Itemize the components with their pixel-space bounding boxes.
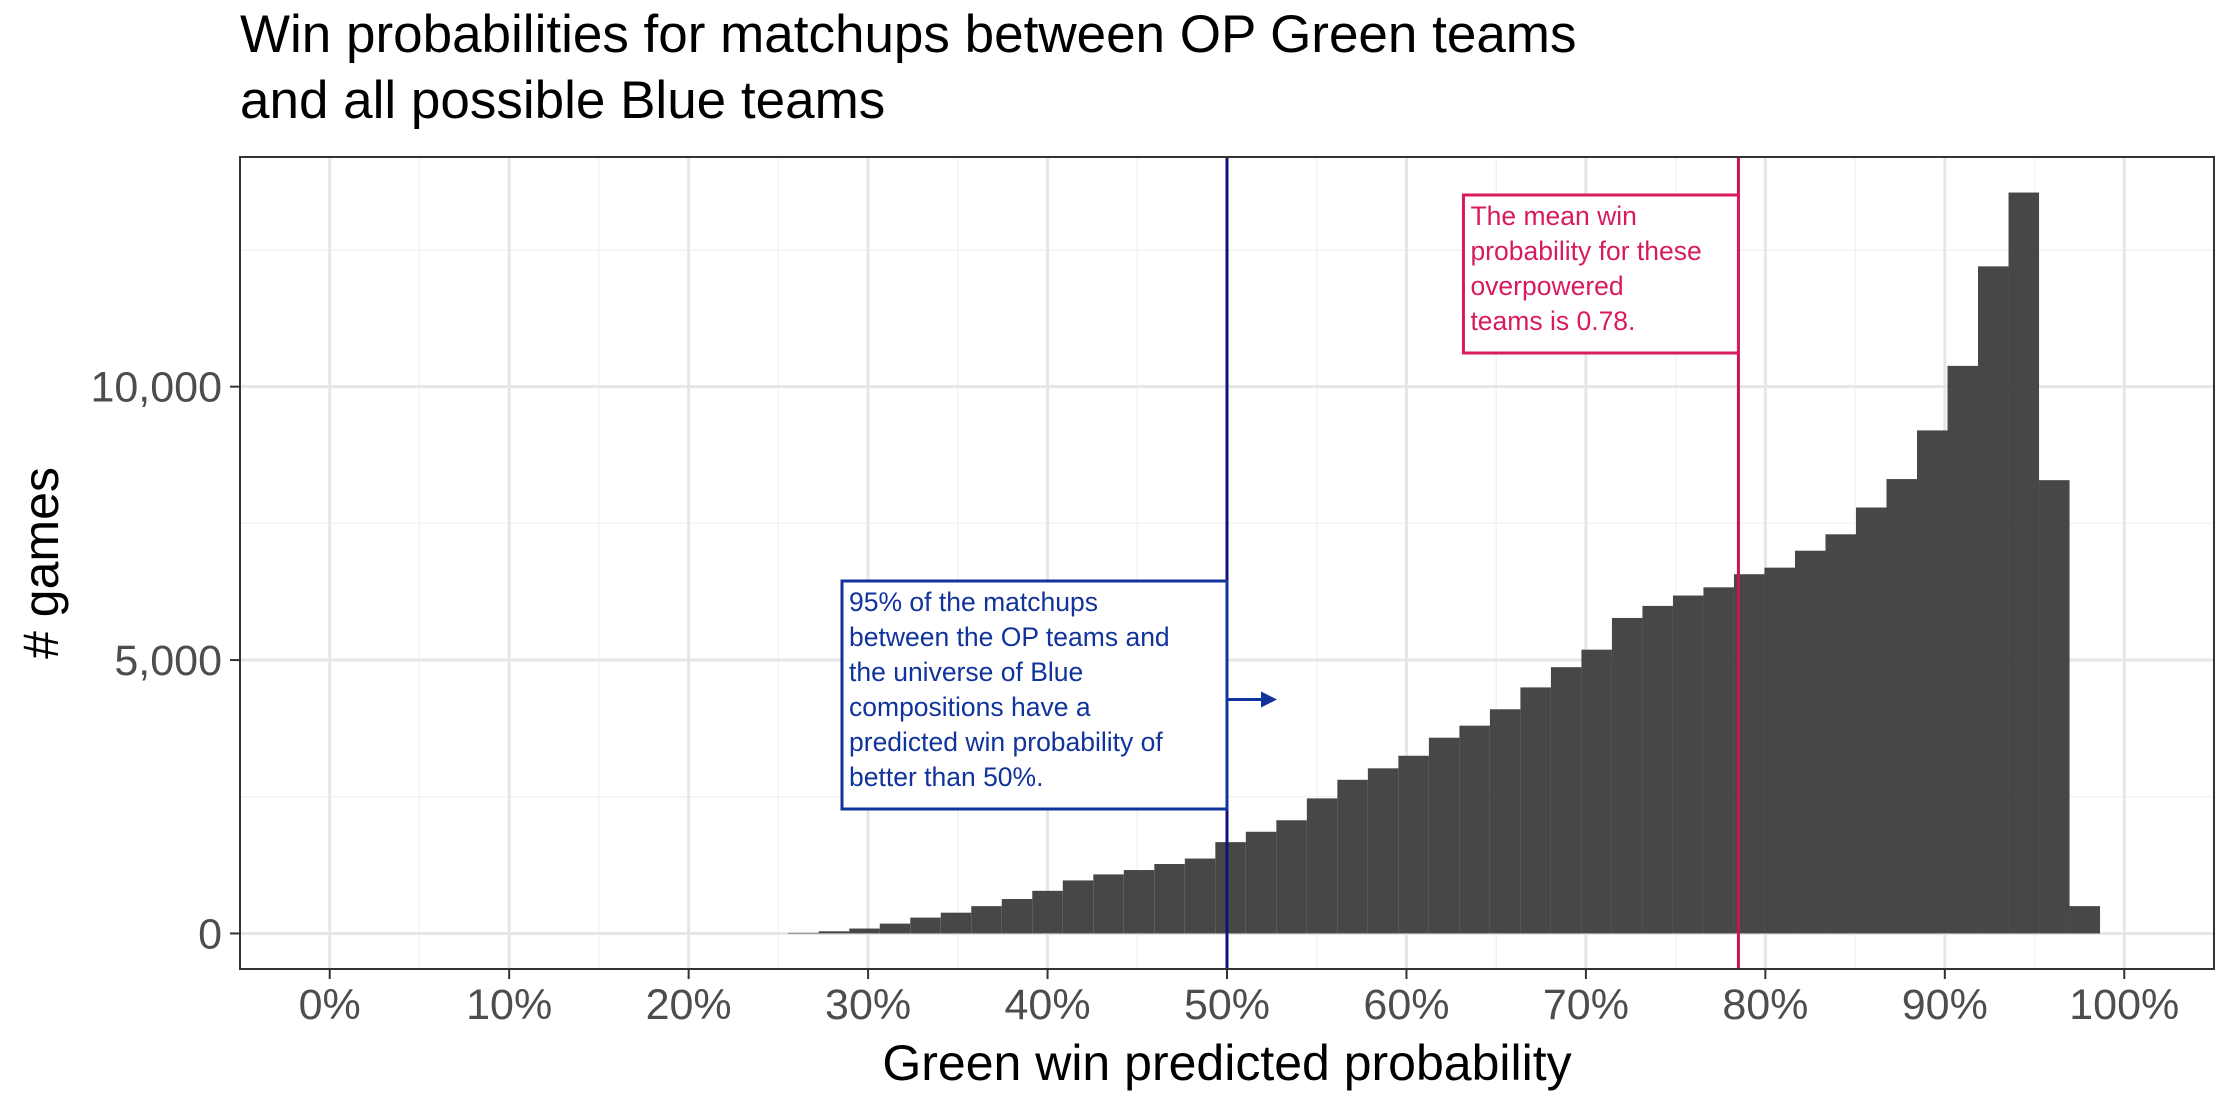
histogram-bar xyxy=(1367,768,1399,934)
histogram-bar xyxy=(2008,192,2040,934)
x-tick-label: 20% xyxy=(646,981,732,1029)
histogram-bar xyxy=(1215,842,1246,934)
histogram-bar xyxy=(1520,687,1551,934)
histogram-bar xyxy=(2069,906,2101,934)
histogram-bar xyxy=(1855,507,1887,934)
y-tick-label: 10,000 xyxy=(90,364,222,412)
threshold-note-box xyxy=(840,579,1229,811)
histogram-bar xyxy=(940,912,972,934)
threshold-note-text: the universe of Blue xyxy=(849,657,1083,687)
chart-title: Win probabilities for matchups between O… xyxy=(240,5,1576,130)
histogram-bar xyxy=(1337,779,1368,934)
histogram-bar xyxy=(1978,266,2009,934)
x-tick-label: 30% xyxy=(825,981,911,1029)
histogram-bar xyxy=(1764,567,1795,934)
x-tick-label: 10% xyxy=(466,981,552,1029)
x-tick-label: 50% xyxy=(1184,981,1270,1029)
histogram-bar xyxy=(1947,365,1979,934)
histogram-bar xyxy=(910,917,941,934)
histogram-bar xyxy=(1123,870,1155,934)
x-axis-ticks: 0% 10% 20% 30% 40% 50% 60% 70% 80% 90% 100% xyxy=(299,969,2179,1029)
x-tick-label: 70% xyxy=(1543,981,1629,1029)
x-tick-label: 80% xyxy=(1722,981,1808,1029)
mean-note-box xyxy=(1461,193,1740,355)
x-axis-label: Green win predicted probability xyxy=(882,1035,1571,1091)
histogram-bar xyxy=(849,928,880,934)
threshold-note-text: better than 50%. xyxy=(849,762,1043,792)
chart-title-line-2: and all possible Blue teams xyxy=(240,71,885,130)
chart-title-line-1: Win probabilities for matchups between O… xyxy=(240,5,1576,64)
annotations: 95% of the matchups between the OP teams … xyxy=(840,193,1740,811)
mean-note-text: probability for these xyxy=(1470,236,1701,266)
mean-note-text: overpowered xyxy=(1470,271,1623,301)
x-tick-label: 0% xyxy=(299,981,361,1029)
x-tick-label: 90% xyxy=(1902,981,1988,1029)
histogram-bar xyxy=(1672,595,1704,934)
histogram-bar xyxy=(1306,798,1338,934)
threshold-note-text: 95% of the matchups xyxy=(849,587,1098,617)
histogram-bar xyxy=(1825,534,1856,934)
y-tick-label: 5,000 xyxy=(114,637,222,685)
histogram-bar xyxy=(1611,617,1643,934)
histogram-bar xyxy=(1062,880,1094,934)
histogram-bar xyxy=(1001,899,1033,934)
histogram-bar xyxy=(788,932,819,934)
arrow-head xyxy=(1261,691,1277,708)
x-tick-label: 40% xyxy=(1005,981,1091,1029)
threshold-note-text: predicted win probability of xyxy=(849,727,1163,757)
histogram-bar xyxy=(879,923,911,934)
histogram-bar xyxy=(1032,890,1063,934)
histogram-bar xyxy=(1581,649,1612,934)
mean-note-text: The mean win xyxy=(1470,201,1636,231)
histogram-bar xyxy=(1184,858,1216,934)
y-tick-label: 0 xyxy=(198,910,222,958)
histogram-bar xyxy=(1245,831,1277,934)
histogram-bar xyxy=(1550,667,1582,934)
histogram-bar xyxy=(1794,550,1826,934)
histogram-bars xyxy=(788,192,2101,934)
x-tick-label: 100% xyxy=(2069,981,2179,1029)
x-tick-label: 60% xyxy=(1363,981,1449,1029)
histogram-bar xyxy=(1642,605,1673,934)
threshold-note-text: compositions have a xyxy=(849,692,1091,722)
mean-note-text: teams is 0.78. xyxy=(1470,306,1635,336)
histogram-bar xyxy=(1917,430,1948,934)
histogram-bar xyxy=(1459,725,1490,934)
histogram-bar xyxy=(1398,755,1429,934)
y-axis-label: # games xyxy=(13,467,69,659)
histogram-bar xyxy=(2039,480,2070,934)
y-axis-ticks: 0 5,000 10,000 xyxy=(90,364,240,958)
mean-note: The mean win probability for these overpow… xyxy=(1461,193,1740,355)
histogram-bar xyxy=(1886,479,1918,934)
threshold-note: 95% of the matchups between the OP teams … xyxy=(840,579,1277,811)
histogram-bar xyxy=(818,931,850,934)
histogram-bar xyxy=(1703,587,1734,934)
histogram-bar xyxy=(971,906,1002,934)
threshold-note-text: between the OP teams and xyxy=(849,622,1170,652)
histogram-bar xyxy=(1428,737,1460,934)
histogram-bar xyxy=(1154,864,1185,934)
histogram-bar xyxy=(1489,709,1521,934)
histogram-bar xyxy=(1276,820,1307,934)
histogram-bar xyxy=(1093,874,1124,934)
